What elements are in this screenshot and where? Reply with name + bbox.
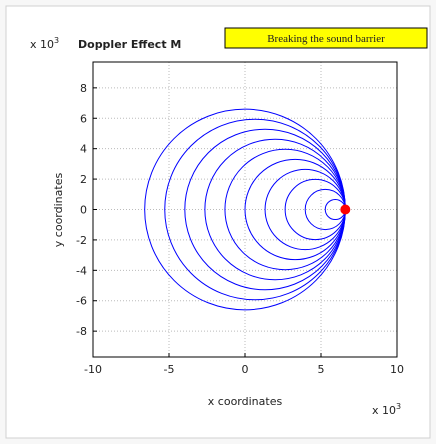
x-exponent-base: x 10	[372, 404, 396, 417]
y-tick-label: 8	[80, 82, 87, 95]
source	[340, 204, 351, 215]
x-tick-label: 10	[390, 363, 404, 376]
x-exponent-power: 3	[396, 402, 401, 411]
y-tick-label: 2	[80, 173, 87, 186]
x-tick-label: -10	[84, 363, 102, 376]
y-tick-label: -8	[76, 325, 87, 338]
x-tick-label: 0	[242, 363, 249, 376]
x-exponent: x 103	[372, 402, 401, 417]
plot-frame	[92, 61, 398, 358]
y-tick-label: 4	[80, 143, 87, 156]
y-axis-label: y coordinates	[52, 173, 65, 248]
x-tick-label: 5	[318, 363, 325, 376]
y-exponent-power: 3	[54, 36, 59, 45]
annotation: Breaking the sound barrier	[267, 33, 385, 45]
x-axis-label: x coordinates	[208, 395, 283, 408]
x-tick-label: -5	[164, 363, 175, 376]
y-tick-label: -6	[76, 295, 87, 308]
annotation-box	[224, 27, 428, 49]
y-tick-label: -4	[76, 264, 87, 277]
chart-title: Doppler Effect M	[78, 38, 181, 51]
y-exponent-base: x 10	[30, 38, 54, 51]
y-exponent: x 103	[30, 36, 59, 51]
y-tick-label: -2	[76, 234, 87, 247]
y-tick-label: 6	[80, 112, 87, 125]
y-tick-label: 0	[80, 204, 87, 217]
